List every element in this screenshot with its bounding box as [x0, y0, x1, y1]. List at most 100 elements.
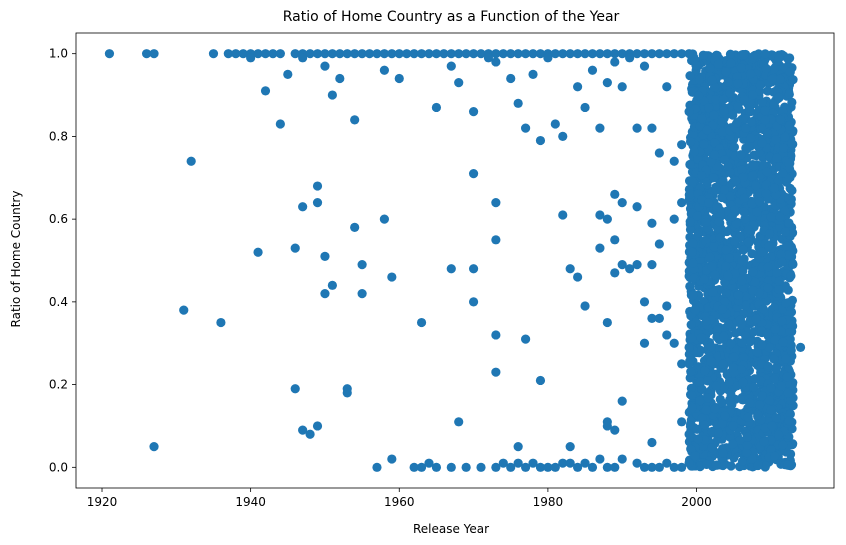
scatter-point	[783, 54, 793, 64]
scatter-point	[776, 381, 787, 391]
scatter-point	[669, 156, 679, 166]
scatter-point	[693, 434, 703, 444]
scatter-point	[602, 317, 612, 328]
chart-title: Ratio of Home Country as a Function of t…	[283, 9, 620, 25]
scatter-point	[748, 52, 758, 62]
scatter-point	[610, 189, 620, 199]
scatter-point	[713, 428, 724, 438]
scatter-point	[701, 405, 711, 415]
scatter-point	[763, 283, 773, 293]
scatter-point	[704, 103, 714, 113]
scatter-point	[701, 316, 711, 326]
scatter-point	[104, 49, 115, 59]
scatter-point	[253, 49, 263, 59]
scatter-point	[752, 347, 762, 357]
scatter-point	[687, 247, 697, 257]
scatter-point	[712, 324, 723, 335]
scatter-point	[780, 227, 791, 237]
scatter-point	[778, 63, 789, 73]
scatter-point	[528, 49, 538, 59]
scatter-point	[702, 177, 712, 187]
scatter-point	[498, 458, 508, 468]
scatter-point	[775, 212, 785, 222]
scatter-point	[685, 189, 695, 199]
scatter-point	[726, 390, 736, 400]
scatter-point	[260, 86, 271, 96]
scatter-point	[782, 241, 792, 252]
scatter-point	[647, 49, 657, 59]
scatter-point	[694, 74, 705, 85]
axes: 1920 1940 1960 1980 2000 0.0 0.2 0.4 0.6 0.8 1.0	[49, 32, 835, 509]
scatter-point	[764, 395, 774, 405]
scatter-point	[602, 417, 612, 427]
scatter-point	[755, 400, 765, 410]
scatter-point	[476, 49, 486, 59]
scatter-point	[595, 210, 605, 220]
scatter-point	[693, 91, 704, 101]
scatter-point	[787, 97, 797, 107]
scatter-point	[290, 384, 300, 394]
scatter-point	[787, 185, 797, 196]
scatter-point	[416, 317, 427, 328]
scatter-point	[506, 73, 516, 84]
scatter-point	[745, 69, 756, 79]
scatter-point	[771, 135, 781, 145]
scatter-point	[677, 197, 687, 208]
y-axis-label: Ratio of Home Country	[9, 191, 23, 328]
scatter-point	[755, 80, 765, 90]
scatter-point	[688, 129, 698, 139]
scatter-point	[654, 148, 664, 158]
scatter-point	[298, 202, 308, 212]
scatter-point	[468, 297, 479, 307]
scatter-point	[783, 460, 793, 470]
scatter-point	[513, 98, 523, 108]
scatter-point	[744, 398, 755, 408]
scatter-point	[750, 277, 760, 287]
scatter-point	[713, 223, 723, 234]
scatter-point	[216, 317, 226, 328]
scatter-point	[773, 284, 784, 294]
scatter-point	[688, 258, 698, 268]
scatter-point	[677, 140, 687, 150]
scatter-point	[320, 251, 330, 261]
scatter-point	[283, 69, 293, 79]
scatter-point	[290, 49, 300, 59]
scatter-point	[246, 53, 256, 63]
scatter-point	[520, 462, 531, 472]
scatter-point	[719, 297, 730, 307]
scatter-point	[379, 65, 390, 75]
scatter-point	[724, 377, 734, 387]
scatter-point	[694, 461, 705, 471]
scatter-point	[357, 260, 367, 270]
scatter-point	[759, 436, 769, 447]
scatter-point	[312, 197, 323, 208]
scatter-point	[704, 198, 714, 208]
scatter-point	[565, 458, 575, 468]
scatter-point	[535, 462, 546, 472]
scatter-point	[610, 462, 620, 472]
scatter-point	[715, 233, 725, 243]
scatter-point	[707, 442, 717, 453]
scatter-point	[685, 159, 695, 170]
scatter-point	[491, 367, 501, 377]
scatter-point	[710, 270, 720, 280]
scatter-point	[693, 154, 703, 164]
scatter-point	[685, 224, 696, 235]
scatter-point	[446, 49, 456, 59]
scatter-point	[717, 398, 727, 408]
scatter-point	[717, 192, 727, 203]
scatter-point	[543, 462, 553, 472]
scatter-point	[746, 133, 756, 143]
scatter-point	[394, 73, 404, 84]
scatter-point	[719, 185, 730, 195]
scatter-point	[773, 430, 784, 440]
scatter-point	[751, 181, 761, 191]
scatter-point	[695, 121, 705, 131]
scatter-point	[454, 49, 464, 59]
scatter-point	[766, 383, 776, 393]
scatter-point	[702, 376, 713, 386]
scatter-point	[320, 288, 330, 299]
scatter-point	[550, 49, 560, 59]
scatter-point	[718, 448, 728, 458]
